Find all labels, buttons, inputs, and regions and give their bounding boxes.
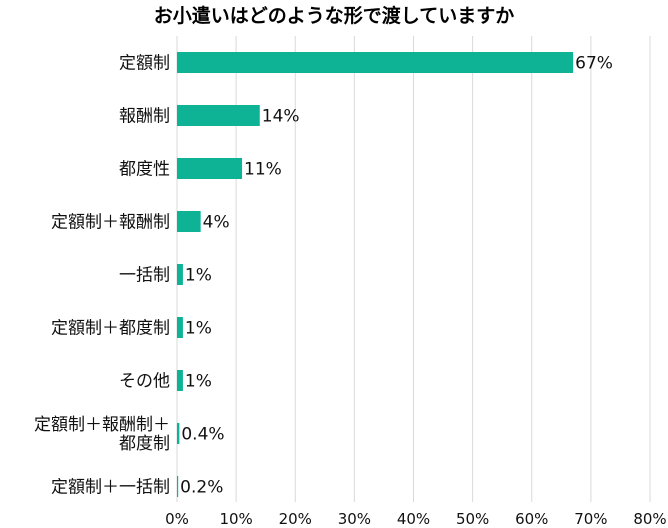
value-label: 11% xyxy=(244,160,282,180)
bar xyxy=(177,105,260,126)
value-label: 67% xyxy=(575,54,613,74)
bar xyxy=(177,211,201,232)
category-label: 定額制＋都度制 xyxy=(51,319,170,339)
category-label: 都度制 xyxy=(119,434,170,454)
x-tick-label: 60% xyxy=(515,510,548,528)
bar xyxy=(177,317,183,338)
category-label: 定額制＋一括制 xyxy=(51,478,170,498)
x-tick-label: 70% xyxy=(574,510,607,528)
value-labels: 67% 14% 11% 4% 1% 1% 1% 0.4% 0.2% xyxy=(180,54,613,498)
bars xyxy=(177,52,574,497)
value-label: 4% xyxy=(203,213,230,233)
x-tick-label: 80% xyxy=(633,510,666,528)
value-label: 1% xyxy=(185,372,212,392)
x-axis-ticks: 0% 10% 20% 30% 40% 50% 60% 70% 80% xyxy=(165,510,667,528)
category-label: 定額制＋報酬制＋ xyxy=(34,415,170,435)
x-tick-label: 0% xyxy=(165,510,189,528)
bar xyxy=(177,264,183,285)
value-label: 0.2% xyxy=(180,478,223,498)
category-label: 定額制＋報酬制 xyxy=(51,213,170,233)
bar xyxy=(177,52,574,73)
category-label: 定額制 xyxy=(119,54,170,74)
bar xyxy=(177,158,243,179)
bar xyxy=(177,423,180,444)
x-tick-label: 20% xyxy=(279,510,312,528)
chart-title: お小遣いはどのような形で渡していますか xyxy=(154,4,514,27)
x-tick-label: 50% xyxy=(456,510,489,528)
bar xyxy=(177,370,183,391)
category-labels: 定額制報酬制都度性定額制＋報酬制一括制定額制＋都度制その他定額制＋報酬制＋都度制… xyxy=(34,54,170,498)
category-label: 報酬制 xyxy=(119,107,170,127)
x-tick-label: 30% xyxy=(338,510,371,528)
category-label: その他 xyxy=(119,372,170,392)
value-label: 14% xyxy=(262,107,300,127)
value-label: 1% xyxy=(185,319,212,339)
category-label: 都度性 xyxy=(119,160,170,180)
x-tick-label: 10% xyxy=(219,510,252,528)
value-label: 0.4% xyxy=(181,425,224,445)
category-label: 一括制 xyxy=(119,266,170,286)
bar xyxy=(177,476,179,497)
value-label: 1% xyxy=(185,266,212,286)
x-tick-label: 40% xyxy=(397,510,430,528)
